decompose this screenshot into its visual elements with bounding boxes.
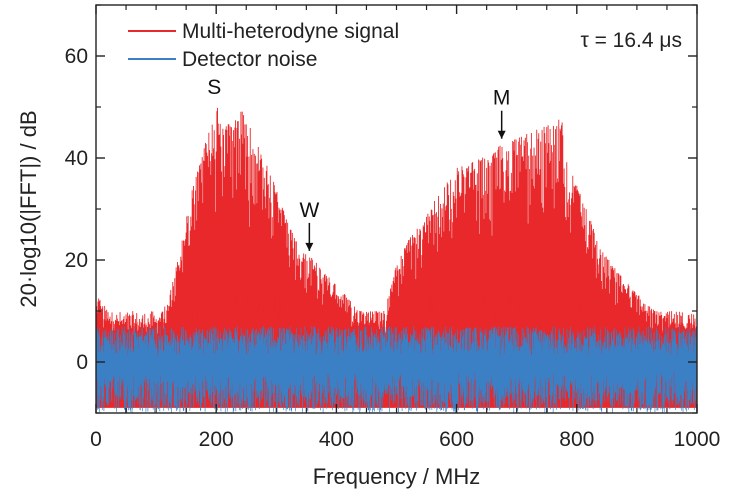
x-tick-label: 1000 — [674, 428, 721, 451]
annotation-s: S — [207, 76, 221, 99]
time-constant-label: τ = 16.4 μs — [580, 29, 682, 52]
y-tick-label: 0 — [76, 351, 88, 374]
x-tick-label: 800 — [559, 428, 594, 451]
annotation-arrow-head — [497, 130, 506, 139]
peak-annotations: S W M — [207, 76, 510, 251]
legend: Multi-heterodyne signal Detector noise — [128, 20, 399, 71]
annotation-m: M — [493, 87, 511, 110]
y-tick-label: 20 — [65, 249, 88, 272]
x-tick-label: 200 — [199, 428, 234, 451]
y-tick-label: 40 — [65, 147, 88, 170]
series-detector-noise — [96, 326, 697, 413]
y-axis-label: 20·log10(|FFT|) / dB — [16, 110, 41, 307]
annotation-arrow-head — [305, 242, 314, 251]
x-tick-label: 400 — [319, 428, 354, 451]
tick-labels: 0 200 400 600 800 1000 0 20 40 60 — [65, 45, 721, 451]
x-tick-label: 600 — [439, 428, 474, 451]
x-tick-label: 0 — [90, 428, 102, 451]
x-axis-label: Frequency / MHz — [313, 464, 481, 489]
legend-label-noise: Detector noise — [182, 48, 317, 71]
y-tick-label: 60 — [65, 45, 88, 68]
legend-label-signal: Multi-heterodyne signal — [182, 20, 399, 43]
noise-trace — [96, 326, 697, 413]
plot-data-layer — [96, 107, 697, 413]
annotation-w: W — [299, 199, 319, 222]
axis-ticks — [95, 4, 698, 414]
